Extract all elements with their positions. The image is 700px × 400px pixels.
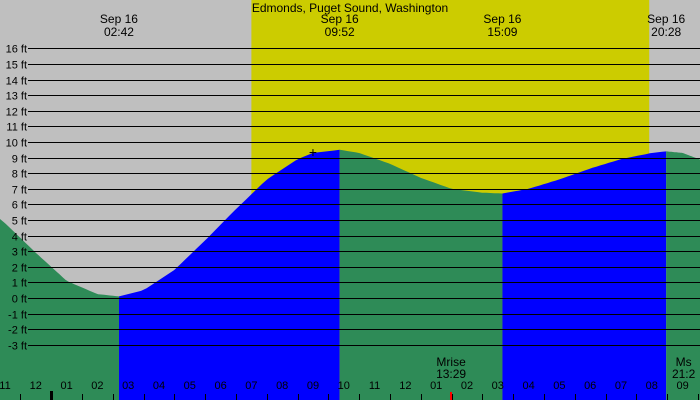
extreme-time-label: 09:52 <box>325 25 355 39</box>
y-tick-label: 8 ft <box>12 169 27 181</box>
hour-tick-label: 03 <box>122 380 134 392</box>
tide-areas <box>0 149 700 400</box>
y-tick-label: 5 ft <box>12 216 27 228</box>
hour-tick-label: 01 <box>430 380 442 392</box>
moon-event-time: 13:29 <box>436 367 466 381</box>
extreme-date-label: Sep 16 <box>321 12 359 26</box>
y-tick-label: 12 ft <box>6 107 27 119</box>
hour-tick-label: 05 <box>553 380 565 392</box>
current-time-marker: + <box>309 144 317 160</box>
falling-tide-area <box>0 219 119 400</box>
hour-tick-label: 07 <box>245 380 257 392</box>
hour-tick-label: 09 <box>307 380 319 392</box>
hour-tick-label: 08 <box>646 380 658 392</box>
y-tick-label: 10 ft <box>6 138 27 150</box>
moon-event-label: Ms <box>676 355 692 369</box>
hour-axis: 11 12 01 02 03 04 05 06 07 08 09 10 11 12 01 02 03 04 05 06… <box>0 380 699 400</box>
hour-tick-label: 02 <box>91 380 103 392</box>
hour-tick-label: 12 <box>30 380 42 392</box>
hour-tick-label: 05 <box>184 380 196 392</box>
y-tick-label: 3 ft <box>12 247 27 259</box>
falling-tide-area <box>339 149 503 400</box>
falling-tide-area <box>666 151 700 400</box>
hour-tick-label: 11 <box>369 380 380 392</box>
hour-tick-label: 11 <box>0 380 11 392</box>
hour-tick-label: 02 <box>461 380 473 392</box>
hour-tick-label: 07 <box>615 380 627 392</box>
y-tick-label: 7 ft <box>12 185 27 197</box>
y-tick-label: 1 ft <box>12 278 27 290</box>
extreme-time-label: 15:09 <box>487 25 517 39</box>
y-tick-label: 15 ft <box>6 60 27 72</box>
extreme-date-label: Sep 16 <box>647 12 685 26</box>
y-tick-label: 2 ft <box>12 263 27 275</box>
hour-tick-label: 04 <box>153 380 165 392</box>
y-tick-label: -3 ft <box>8 341 27 353</box>
extreme-time-label: 02:42 <box>104 25 134 39</box>
y-tick-label: 11 ft <box>6 122 27 134</box>
marker-layer: + <box>309 144 317 160</box>
moon-event-label: Mrise <box>436 355 466 369</box>
hour-tick-label: 10 <box>338 380 350 392</box>
hour-tick-label: 06 <box>214 380 226 392</box>
y-tick-label: 16 ft <box>6 44 27 56</box>
hour-tick-label: 09 <box>676 380 688 392</box>
chart-title: Edmonds, Puget Sound, Washington <box>252 1 448 15</box>
y-tick-label: -2 ft <box>8 325 27 337</box>
y-tick-label: 4 ft <box>12 232 27 244</box>
rising-tide-area <box>502 151 667 400</box>
extreme-date-label: Sep 16 <box>483 12 521 26</box>
grid-lines <box>28 48 700 346</box>
rising-tide-area <box>119 149 340 400</box>
hour-tick-label: 12 <box>399 380 411 392</box>
hour-tick-label: 04 <box>522 380 534 392</box>
hour-tick-label: 08 <box>276 380 288 392</box>
moon-event-time: 21:2 <box>672 367 696 381</box>
extreme-time-label: 20:28 <box>651 25 681 39</box>
y-tick-label: -1 ft <box>8 310 27 322</box>
midnight-marker <box>50 391 53 400</box>
y-tick-label: 13 ft <box>6 91 27 103</box>
hour-tick-label: 03 <box>492 380 504 392</box>
moonrise-marker <box>450 392 452 400</box>
hour-tick-label: 06 <box>584 380 596 392</box>
hour-tick-label: 01 <box>60 380 72 392</box>
y-tick-label: 9 ft <box>12 154 27 166</box>
y-tick-label: 0 ft <box>12 294 27 306</box>
y-tick-label: 6 ft <box>12 200 27 212</box>
y-axis-labels: 16 ft 15 ft 14 ft 13 ft 12 ft 11 ft 10 ft 9 ft 8… <box>6 44 27 353</box>
y-tick-label: 14 ft <box>6 76 27 88</box>
extreme-date-label: Sep 16 <box>100 12 138 26</box>
